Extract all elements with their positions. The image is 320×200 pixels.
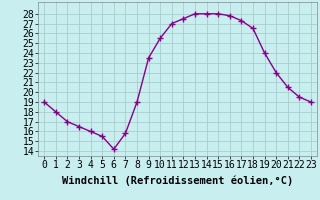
X-axis label: Windchill (Refroidissement éolien,°C): Windchill (Refroidissement éolien,°C) bbox=[62, 176, 293, 186]
